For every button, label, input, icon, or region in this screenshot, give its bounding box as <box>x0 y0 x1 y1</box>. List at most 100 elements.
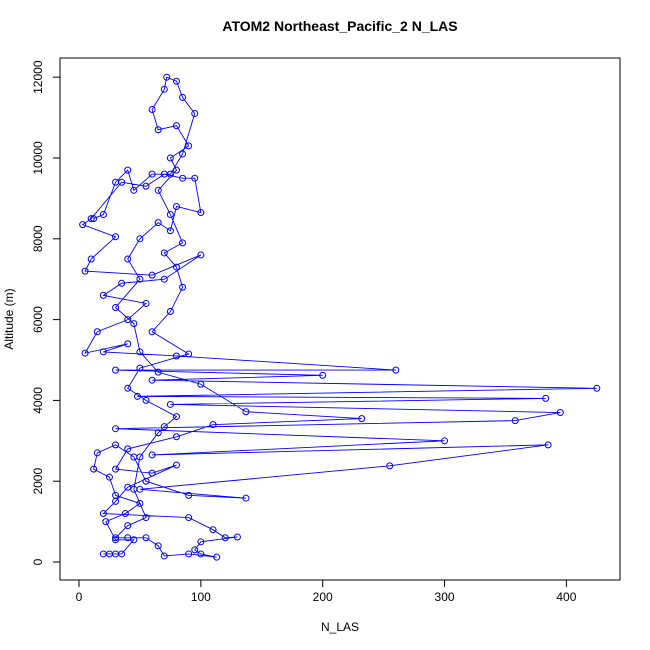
data-point <box>148 271 156 279</box>
data-point <box>112 303 120 311</box>
data-point <box>124 316 132 324</box>
data-point <box>242 494 250 502</box>
x-tick-label: 100 <box>191 590 211 604</box>
data-point <box>136 364 144 372</box>
data-point <box>112 366 120 374</box>
data-point <box>166 400 174 408</box>
data-point <box>81 267 89 275</box>
data-point <box>136 499 144 507</box>
data-point <box>593 384 601 392</box>
data-point <box>105 473 113 481</box>
data-point <box>112 534 120 542</box>
data-point <box>221 534 229 542</box>
data-point <box>185 550 193 558</box>
x-tick-label: 200 <box>313 590 333 604</box>
data-point <box>166 154 174 162</box>
data-point <box>163 73 171 81</box>
data-point <box>209 421 217 429</box>
data-point <box>118 279 126 287</box>
data-point <box>148 469 156 477</box>
data-point <box>99 348 107 356</box>
data-point <box>148 328 156 336</box>
data-point <box>136 275 144 283</box>
data-point <box>142 477 150 485</box>
data-point <box>154 429 162 437</box>
data-point <box>172 166 180 174</box>
data-point <box>544 441 552 449</box>
data-point <box>90 215 98 223</box>
data-point <box>124 483 132 491</box>
data-point <box>121 510 129 518</box>
data-point <box>172 263 180 271</box>
data-point <box>179 283 187 291</box>
x-axis-label: N_LAS <box>321 620 359 634</box>
y-tick-label: 6000 <box>31 306 45 333</box>
data-point <box>197 251 205 259</box>
data-point <box>392 366 400 374</box>
y-tick-label: 4000 <box>31 387 45 414</box>
data-point <box>179 150 187 158</box>
data-point <box>160 552 168 560</box>
data-point <box>172 433 180 441</box>
data-point <box>124 384 132 392</box>
x-tick-label: 400 <box>556 590 576 604</box>
y-tick-label: 2000 <box>31 468 45 495</box>
data-point <box>93 328 101 336</box>
data-point <box>185 491 193 499</box>
data-point <box>90 465 98 473</box>
data-point <box>112 425 120 433</box>
data-point <box>99 510 107 518</box>
data-point <box>172 122 180 130</box>
data-point <box>124 522 132 530</box>
data-point <box>81 349 89 357</box>
data-point <box>142 396 150 404</box>
data-point <box>130 485 138 493</box>
data-point <box>191 174 199 182</box>
data-point <box>191 546 199 554</box>
data-point <box>166 211 174 219</box>
plot-frame <box>59 57 621 581</box>
data-point <box>112 178 120 186</box>
data-point <box>197 550 205 558</box>
data-point <box>93 449 101 457</box>
data-point <box>542 394 550 402</box>
chart-title: ATOM2 Northeast_Pacific_2 N_LAS <box>222 18 457 34</box>
data-point <box>191 110 199 118</box>
data-point <box>154 126 162 134</box>
data-point <box>154 368 162 376</box>
data-point <box>136 453 144 461</box>
data-point <box>124 445 132 453</box>
data-point <box>124 166 132 174</box>
data-point <box>172 413 180 421</box>
data-point <box>148 451 156 459</box>
data-point <box>358 415 366 423</box>
data-point <box>179 93 187 101</box>
data-point <box>242 408 250 416</box>
data-point <box>172 461 180 469</box>
y-tick-label: 10000 <box>31 141 45 175</box>
data-point <box>142 299 150 307</box>
data-point <box>136 348 144 356</box>
data-point <box>148 170 156 178</box>
data-point <box>133 392 141 400</box>
data-point <box>79 221 87 229</box>
data-point <box>124 340 132 348</box>
data-point <box>142 534 150 542</box>
data-point <box>166 170 174 178</box>
data-point <box>319 371 327 379</box>
data-point <box>160 275 168 283</box>
data-point <box>124 534 132 542</box>
data-point <box>154 186 162 194</box>
data-point <box>148 376 156 384</box>
data-point <box>197 538 205 546</box>
data-point <box>112 536 120 544</box>
data-point <box>166 308 174 316</box>
data-point <box>118 550 126 558</box>
data-point <box>148 106 156 114</box>
data-point <box>160 249 168 257</box>
data-point <box>172 202 180 210</box>
data-point <box>160 423 168 431</box>
data-point <box>112 465 120 473</box>
data-point <box>511 417 519 425</box>
